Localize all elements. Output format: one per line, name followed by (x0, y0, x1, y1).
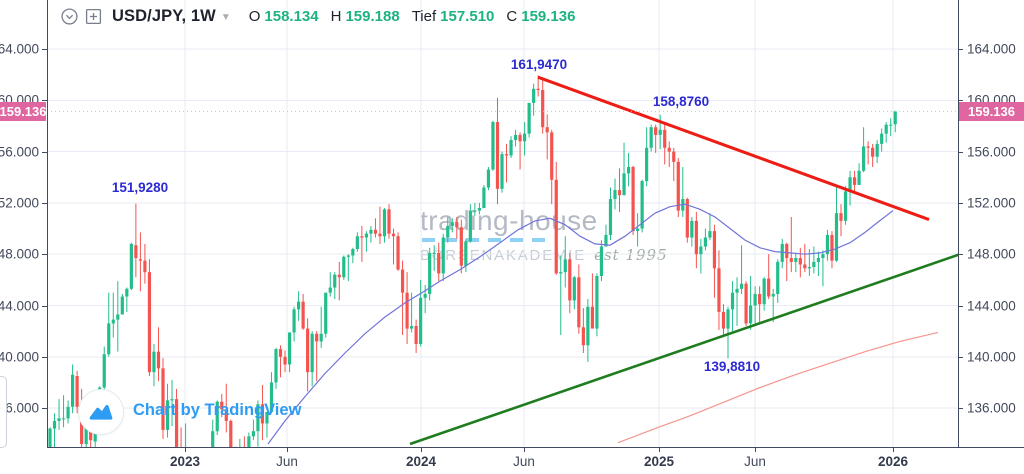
chevron-down-icon[interactable]: ▼ (220, 11, 231, 23)
left-axis-border (47, 0, 48, 447)
time-label: Jun (513, 454, 535, 469)
high-label: H (330, 7, 342, 25)
price-label-left: 144.000 (0, 298, 39, 313)
time-label: 2023 (169, 454, 201, 469)
open-value: 158.134 (264, 7, 319, 25)
bottom-axis-border (47, 447, 1024, 448)
price-annotation: 139,8810 (703, 359, 761, 374)
time-tick (421, 447, 422, 452)
high-value: 159.188 (345, 7, 400, 25)
price-tick (42, 305, 47, 307)
show-drawings-panel-handle[interactable] (0, 376, 7, 448)
time-scale[interactable]: 2023 Jun 2024 Jun 2025 Jun 2026 (0, 447, 1024, 474)
time-tick (185, 447, 186, 452)
current-price-badge-right: 159.136 (959, 102, 1024, 121)
price-tick (958, 49, 963, 50)
collapse-legend-icon[interactable] (60, 7, 79, 26)
chart-legend-toolbar: USD/JPY, 1W ▼ O 158.134 H 159.188 Tief 1… (60, 4, 575, 28)
tradingview-attribution-link[interactable]: Chart by TradingView (133, 401, 302, 419)
price-scale-left[interactable]: 164.000160.000156.000152.000148.000144.0… (0, 0, 47, 447)
right-axis-border (958, 0, 959, 447)
price-tick (958, 254, 963, 256)
trendline-ascending-support[interactable] (409, 252, 961, 446)
price-annotation: 151,9280 (111, 180, 169, 195)
ohlc-values: O 158.134 H 159.188 Tief 157.510 C 159.1… (249, 8, 576, 25)
grid-lines (47, 0, 958, 447)
time-tick (755, 447, 756, 452)
watermark-dashed-line (422, 238, 546, 242)
time-label: Jun (276, 454, 298, 469)
price-label-right: 140.000 (967, 349, 1016, 365)
price-tick (958, 202, 963, 204)
trendline-descending-resistance[interactable] (537, 75, 930, 221)
price-annotation: 158,8760 (652, 94, 710, 109)
price-label-right: 156.000 (967, 144, 1016, 160)
add-symbol-icon[interactable] (84, 7, 103, 26)
price-label-right: 136.000 (967, 400, 1016, 416)
watermark-est: est 1995 (594, 246, 668, 264)
watermark: trading-house BÖRSENAKADEMIE est 1995 (420, 205, 668, 265)
time-tick (524, 447, 525, 452)
moving-average-slow-line (617, 331, 939, 444)
price-label-left: 156.000 (0, 144, 39, 160)
time-tick (659, 447, 660, 452)
price-scale-right[interactable]: 164.000 160.000 156.000 152.000 148.000 144.0… (958, 0, 1024, 447)
low-label: Tief (411, 7, 437, 25)
price-tick (42, 49, 47, 50)
price-tick (42, 100, 47, 102)
price-label-right: 164.000 (967, 41, 1016, 57)
close-label: C (506, 7, 518, 25)
price-tick (42, 408, 47, 410)
time-label: Jun (744, 454, 766, 469)
price-label-left: 152.000 (0, 195, 39, 211)
price-label-right: 152.000 (967, 195, 1016, 211)
price-tick (42, 202, 47, 204)
time-label: 2026 (877, 454, 909, 469)
tradingview-logo[interactable] (78, 389, 124, 435)
current-price-badge-left: 159.136 (0, 102, 47, 121)
time-label: 2025 (643, 454, 675, 469)
watermark-brand: trading-house (420, 205, 598, 236)
price-tick (958, 356, 963, 358)
price-tick (42, 254, 47, 256)
chart-plot-area[interactable] (47, 0, 961, 474)
price-label-left: 140.000 (0, 349, 39, 365)
price-annotation: 161,9470 (510, 57, 568, 72)
price-label-right: 144.000 (967, 298, 1016, 313)
time-label: 2024 (405, 454, 437, 469)
symbol-title[interactable]: USD/JPY, 1W (112, 6, 216, 25)
price-label-left: 136.000 (0, 400, 39, 416)
open-label: O (248, 7, 261, 25)
time-tick (287, 447, 288, 452)
price-tick (42, 151, 47, 153)
price-tick (958, 151, 963, 153)
price-tick (958, 100, 963, 102)
price-label-left: 148.000 (0, 246, 39, 262)
time-tick (893, 447, 894, 452)
price-label-left: 164.000 (0, 41, 39, 57)
price-tick (42, 356, 47, 358)
close-value: 159.136 (521, 7, 576, 25)
price-tick (958, 305, 963, 307)
low-value: 157.510 (440, 7, 495, 25)
price-label-right: 148.000 (967, 246, 1016, 262)
candlestick-series (48, 75, 897, 474)
price-tick (958, 408, 963, 410)
moving-average-fast-line (267, 203, 894, 445)
